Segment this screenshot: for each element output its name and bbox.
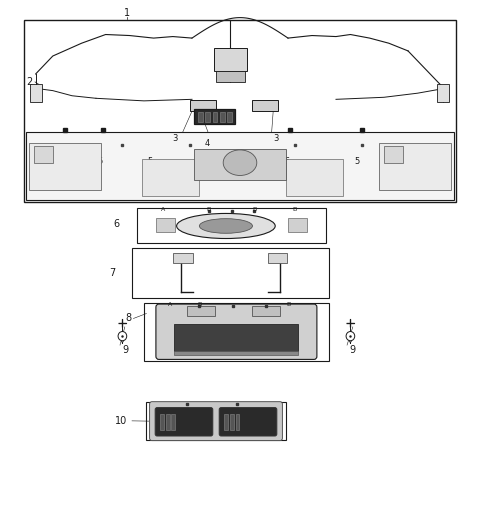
FancyBboxPatch shape [219, 408, 277, 436]
Text: 5: 5 [354, 157, 360, 166]
Bar [156, 218, 175, 232]
Text: B: B [197, 302, 202, 307]
Bar [194, 109, 235, 124]
Bar [30, 84, 42, 102]
Ellipse shape [223, 150, 257, 176]
Text: 5: 5 [285, 157, 290, 166]
Bar [160, 415, 164, 430]
Bar [144, 303, 329, 361]
Bar [142, 159, 199, 196]
Bar [146, 402, 286, 440]
Bar [198, 112, 203, 121]
Text: 10: 10 [115, 416, 127, 426]
FancyBboxPatch shape [150, 401, 282, 440]
Bar [187, 306, 215, 316]
Bar [224, 415, 228, 430]
Text: B: B [292, 207, 296, 212]
Text: 7: 7 [109, 268, 115, 278]
Bar [173, 253, 193, 263]
Bar [137, 208, 326, 243]
FancyBboxPatch shape [155, 408, 213, 436]
Bar [252, 100, 278, 112]
Text: B: B [207, 207, 211, 212]
Text: 3: 3 [274, 134, 279, 143]
Bar [216, 71, 245, 81]
Circle shape [346, 332, 355, 341]
FancyBboxPatch shape [156, 304, 317, 359]
Bar [194, 149, 286, 180]
Text: 3: 3 [172, 134, 178, 143]
Ellipse shape [177, 214, 275, 239]
Text: 5: 5 [148, 157, 153, 166]
Bar [286, 159, 343, 196]
Text: 5: 5 [97, 157, 103, 166]
Bar [34, 146, 53, 163]
Text: A: A [168, 302, 172, 307]
Text: 2: 2 [26, 77, 33, 87]
Bar [205, 112, 210, 121]
Bar [230, 415, 234, 430]
Circle shape [118, 332, 127, 341]
Text: 1: 1 [124, 8, 130, 18]
Bar [379, 142, 451, 189]
Bar [24, 20, 456, 202]
Bar [171, 415, 175, 430]
Bar [132, 248, 329, 298]
Bar [227, 112, 232, 121]
Text: 4: 4 [205, 139, 210, 148]
Ellipse shape [199, 219, 252, 233]
Bar [384, 146, 403, 163]
Text: 6: 6 [113, 219, 119, 229]
Bar [213, 112, 217, 121]
Text: 9: 9 [349, 345, 356, 355]
Text: A: A [161, 207, 166, 212]
Bar [268, 253, 288, 263]
Text: 9: 9 [122, 345, 129, 355]
Bar [236, 415, 240, 430]
Text: 8: 8 [125, 313, 131, 324]
Bar [174, 351, 299, 355]
Bar [252, 306, 280, 316]
Bar [166, 415, 169, 430]
Bar [214, 48, 247, 71]
Text: B: B [252, 207, 256, 212]
Text: B: B [286, 302, 290, 307]
Bar [174, 325, 299, 351]
Bar [29, 142, 101, 189]
Bar [288, 218, 307, 232]
Bar [26, 133, 454, 200]
Bar [220, 112, 225, 121]
Bar [190, 100, 216, 112]
Bar [437, 84, 449, 102]
